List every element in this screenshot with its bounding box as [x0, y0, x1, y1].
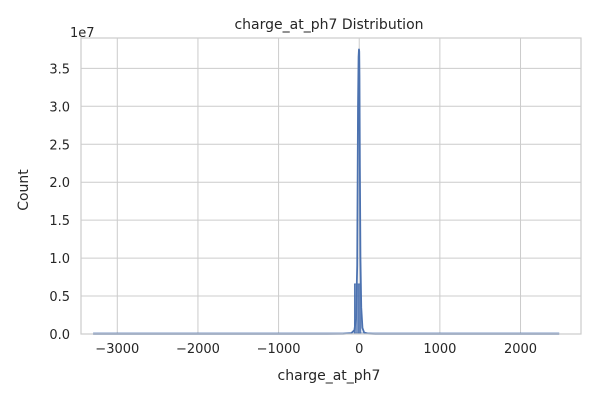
y-tick-label: 0.0 [49, 328, 70, 343]
y-tick-label: 0.5 [49, 290, 70, 305]
data-range-baseline [93, 332, 560, 334]
grid-layer [81, 38, 581, 335]
chart-title: charge_at_ph7 Distribution [234, 17, 423, 33]
tick-labels: −3000 −2000 −1000 0 1000 2000 0.0 0.5 1.0 1.5 2.0 2… [49, 62, 537, 357]
x-tick-label: 2000 [504, 342, 537, 357]
y-tick-label: 1.5 [49, 214, 70, 229]
plot-frame [80, 37, 582, 335]
x-tick-label: 0 [355, 342, 363, 357]
x-tick-label: −2000 [176, 342, 220, 357]
x-tick-label: −3000 [95, 342, 139, 357]
x-tick-label: 1000 [423, 342, 456, 357]
y-tick-label: 2.0 [49, 176, 70, 191]
y-tick-label: 3.0 [49, 100, 70, 115]
y-tick-label: 3.5 [49, 62, 70, 77]
y-axis-label: Count [16, 169, 32, 211]
data-range-band [93, 332, 560, 334]
y-tick-label: 1.0 [49, 252, 70, 267]
y-offset-label: 1e7 [70, 26, 95, 41]
y-tick-label: 2.5 [49, 138, 70, 153]
x-tick-label: −1000 [257, 342, 301, 357]
kde-curve-layer [93, 48, 560, 335]
kde-curve [93, 48, 560, 335]
x-axis-label: charge_at_ph7 [278, 368, 381, 384]
